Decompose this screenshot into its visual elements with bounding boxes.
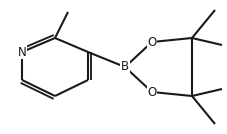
Text: B: B	[120, 60, 128, 74]
Text: O: O	[147, 36, 156, 49]
Text: N: N	[17, 46, 26, 59]
Text: O: O	[147, 85, 156, 98]
